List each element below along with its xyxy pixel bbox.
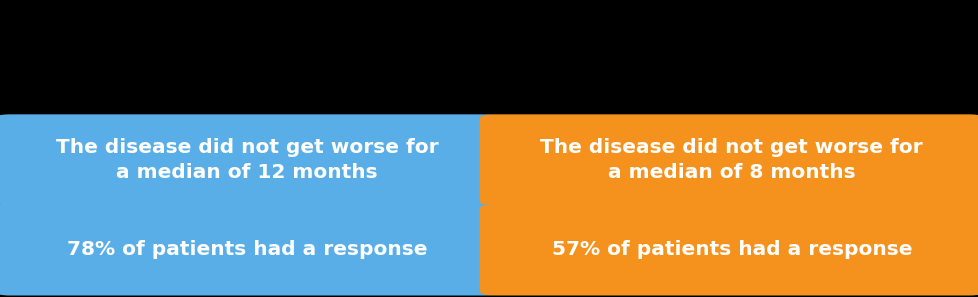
Text: 78% of patients had a response: 78% of patients had a response [67, 240, 427, 259]
FancyBboxPatch shape [479, 114, 978, 206]
Text: The disease did not get worse for
a median of 12 months: The disease did not get worse for a medi… [56, 138, 438, 182]
Text: The disease did not get worse for
a median of 8 months: The disease did not get worse for a medi… [540, 138, 922, 182]
Text: 57% of patients had a response: 57% of patients had a response [551, 240, 911, 259]
FancyBboxPatch shape [0, 204, 499, 296]
FancyBboxPatch shape [479, 204, 978, 296]
FancyBboxPatch shape [0, 114, 499, 206]
